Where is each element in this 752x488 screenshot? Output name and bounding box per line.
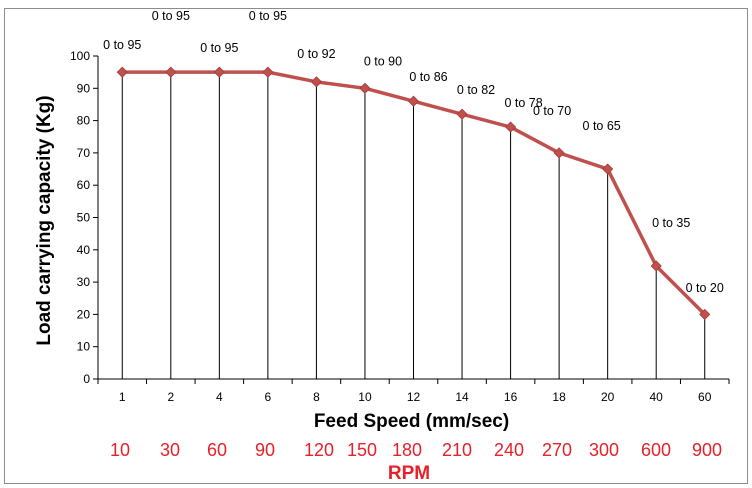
y-tick-label: 50 [77,211,91,225]
rpm-label: 90 [255,440,275,460]
x-tick-label: 18 [552,390,566,404]
data-label: 0 to 70 [533,104,571,118]
rpm-label: 210 [442,440,472,460]
data-label: 0 to 90 [364,54,402,68]
y-tick-label: 70 [77,146,91,160]
y-tick-label: 60 [77,178,91,192]
series-markers [116,66,711,320]
y-axis-ticks: 0 10 20 30 40 50 60 70 80 90 100 [70,49,98,386]
y-tick-label: 100 [70,49,90,63]
data-point-marker [456,108,468,120]
data-point-marker [165,66,177,78]
data-point-marker [699,308,711,320]
data-point-marker [116,66,128,78]
y-tick-label: 40 [77,243,91,257]
rpm-label: 180 [392,440,422,460]
data-label: 0 to 20 [686,281,724,295]
x-tick-label: 10 [358,390,372,404]
x-tick-label: 12 [407,390,421,404]
rpm-label: 240 [494,440,524,460]
rpm-label: 60 [207,440,227,460]
x-tick-label: 20 [601,390,615,404]
rpm-label: 300 [589,440,619,460]
x-axis-title: Feed Speed (mm/sec) [314,411,509,432]
rpm-label: 120 [304,440,334,460]
x-tick-label: 6 [265,390,272,404]
data-label: 0 to 86 [409,70,447,84]
x-tick-label: 60 [698,390,712,404]
data-label: 0 to 82 [457,83,495,97]
x-tick-label: 14 [455,390,469,404]
rpm-label: 150 [347,440,377,460]
data-label: 0 to 95 [152,9,190,23]
rpm-label: 270 [542,440,572,460]
data-point-marker [650,260,662,272]
x-tick-label: 2 [167,390,174,404]
y-tick-label: 10 [77,340,91,354]
data-label: 0 to 95 [200,41,238,55]
data-label: 0 to 78 [504,96,542,110]
y-axis-title: Load carrying capacity (Kg) [34,95,55,345]
data-label: 0 to 65 [583,119,621,133]
data-point-marker [407,95,420,107]
rpm-label: 10 [110,440,130,460]
y-tick-label: 0 [83,372,90,386]
x-tick-label: 40 [650,390,664,404]
data-point-marker [505,121,517,133]
data-point-marker [310,76,322,88]
data-point-marker [213,66,225,78]
data-point-marker [262,66,274,78]
x-tick-label: 4 [216,390,223,404]
rpm-label: 600 [641,440,671,460]
data-point-marker [602,163,614,175]
chart-frame [4,8,748,484]
data-label: 0 to 92 [297,47,335,61]
y-tick-label: 80 [77,114,91,128]
x-tick-label: 8 [313,390,320,404]
x-axis-ticks: 1 2 4 6 8 10 12 14 16 18 20 40 60 [97,379,730,404]
data-label: 0 to 95 [103,38,141,52]
rpm-label: 900 [692,440,722,460]
data-label: 0 to 95 [249,9,287,23]
x-tick-label: 16 [504,390,518,404]
rpm-label: 30 [160,440,180,460]
drop-lines-group [121,72,706,379]
y-tick-label: 20 [77,307,91,321]
y-tick-label: 30 [77,275,91,289]
data-label: 0 to 35 [652,216,690,230]
data-labels-group: 0 to 95 0 to 95 0 to 95 0 to 95 0 to 92 0 to … [103,9,724,295]
data-point-marker [359,82,371,94]
data-point-marker [553,147,565,159]
x-tick-label: 1 [119,390,126,404]
rpm-title: RPM [388,463,430,484]
y-tick-label: 90 [77,81,91,95]
rpm-labels-group: 10 30 60 90 120 150 180 210 240 270 300 600 900 [110,440,722,460]
